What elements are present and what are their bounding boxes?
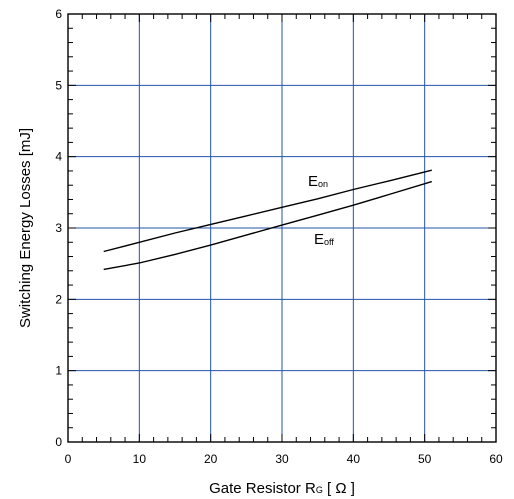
y-tick-labels: 0 1 2 3 4 5 6 — [55, 7, 62, 449]
y-tick-label: 5 — [55, 78, 62, 92]
legend-label-eoff: Eoff — [314, 231, 334, 248]
x-tick-label: 20 — [204, 452, 218, 466]
x-tick-labels: 0 10 20 30 40 50 60 — [65, 452, 503, 466]
y-tick-label: 3 — [55, 221, 62, 235]
y-tick-label: 1 — [55, 364, 62, 378]
y-tick-label: 2 — [55, 292, 62, 306]
series — [103, 169, 433, 271]
legend-label-eon: Eon — [308, 173, 328, 190]
y-tick-label: 0 — [55, 435, 62, 449]
x-tick-label: 10 — [133, 452, 147, 466]
series-line-eon — [103, 169, 432, 253]
x-tick-label: 60 — [489, 452, 503, 466]
y-tick-label: 4 — [55, 150, 62, 164]
grid — [68, 14, 496, 442]
series-line-eoff — [103, 180, 433, 271]
x-tick-label: 50 — [418, 452, 432, 466]
x-tick-label: 0 — [65, 452, 72, 466]
x-tick-label: 40 — [347, 452, 361, 466]
plot-frame — [67, 13, 497, 443]
y-tick-label: 6 — [55, 7, 62, 21]
x-tick-label: 30 — [275, 452, 289, 466]
y-axis-label: Switching Energy Losses [mJ] — [17, 128, 34, 328]
x-axis-label: Gate Resistor RG [ Ω ] — [209, 480, 355, 497]
